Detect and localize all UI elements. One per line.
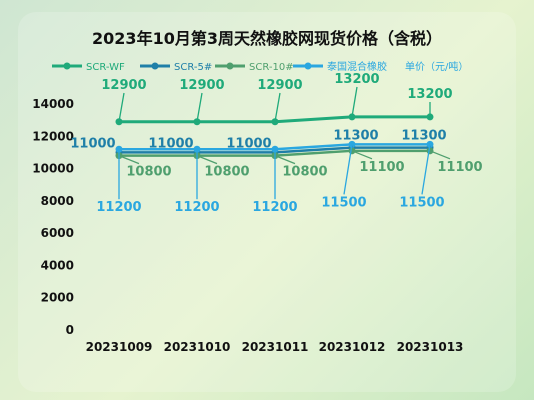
y-tick-label-0: 0	[66, 323, 74, 337]
data-label-0-0: 12900	[101, 78, 146, 93]
y-axis: 0 2000 4000 6000 8000 10000 12000 14000	[32, 97, 74, 337]
data-label-2-4: 11100	[437, 160, 482, 175]
data-label-1-4: 11300	[401, 129, 446, 144]
data-label-0-4: 13200	[407, 87, 452, 102]
legend: SCR-WF SCR-5# SCR-10# 泰国混合橡胶 单价（元/吨）	[52, 60, 468, 73]
leader-2-1	[196, 155, 218, 165]
leader-3-4	[421, 144, 431, 195]
data-label-1-0: 11000	[70, 136, 115, 151]
leader-2-3	[351, 150, 373, 160]
data-label-1-3: 11300	[333, 129, 378, 144]
x-category-label-20231009: 20231009	[86, 340, 153, 354]
x-category-label-20231013: 20231013	[397, 340, 464, 354]
data-labels: 12900 12900 12900 13200 13200 11000 11000 11000…	[70, 72, 482, 215]
legend-marker-2	[226, 62, 234, 70]
x-axis: 20231009 20231010 20231011 20231012 20231013	[86, 340, 464, 354]
y-tick-label-6000: 6000	[41, 226, 74, 240]
chart-title: 2023年10月第3周天然橡胶网现货价格（含税）	[92, 29, 442, 48]
data-label-3-4: 11500	[399, 195, 444, 210]
leader-3-3	[343, 144, 353, 195]
legend-label-3: 泰国混合橡胶	[327, 60, 387, 73]
leader-0-0	[118, 92, 125, 122]
legend-marker-1	[151, 62, 159, 70]
y-tick-label-8000: 8000	[41, 194, 74, 208]
leader-0-2	[274, 92, 281, 122]
data-label-3-1: 11200	[174, 200, 219, 215]
y-tick-label-2000: 2000	[41, 291, 74, 305]
data-label-1-1: 11000	[148, 136, 193, 151]
y-tick-label-4000: 4000	[41, 258, 74, 272]
x-category-label-20231011: 20231011	[242, 340, 309, 354]
x-category-label-20231012: 20231012	[319, 340, 386, 354]
legend-label-1: SCR-5#	[174, 62, 212, 73]
data-label-2-0: 10800	[126, 165, 171, 180]
leader-0-1	[196, 92, 203, 122]
leader-2-0	[118, 155, 140, 165]
data-label-1-2: 11000	[226, 136, 271, 151]
legend-label-0: SCR-WF	[86, 62, 125, 73]
y-tick-label-10000: 10000	[32, 162, 74, 176]
data-label-2-1: 10800	[204, 165, 249, 180]
legend-marker-0	[63, 62, 71, 70]
leader-2-4	[429, 150, 451, 160]
y-tick-label-14000: 14000	[32, 97, 74, 111]
unit-label: 单价（元/吨）	[405, 60, 468, 73]
data-label-2-3: 11100	[359, 160, 404, 175]
data-label-3-0: 11200	[96, 200, 141, 215]
data-label-0-3: 13200	[334, 72, 379, 87]
leader-2-2	[274, 155, 296, 165]
data-label-2-2: 10800	[282, 165, 327, 180]
data-label-0-1: 12900	[179, 78, 224, 93]
x-category-label-20231010: 20231010	[164, 340, 231, 354]
y-tick-label-12000: 12000	[32, 129, 74, 143]
legend-label-2: SCR-10#	[249, 62, 294, 73]
data-label-3-3: 11500	[321, 195, 366, 210]
data-label-3-2: 11200	[252, 200, 297, 215]
leader-0-3	[351, 86, 358, 118]
chart-panel	[18, 12, 516, 392]
legend-marker-3	[304, 62, 312, 70]
data-label-0-2: 12900	[257, 78, 302, 93]
